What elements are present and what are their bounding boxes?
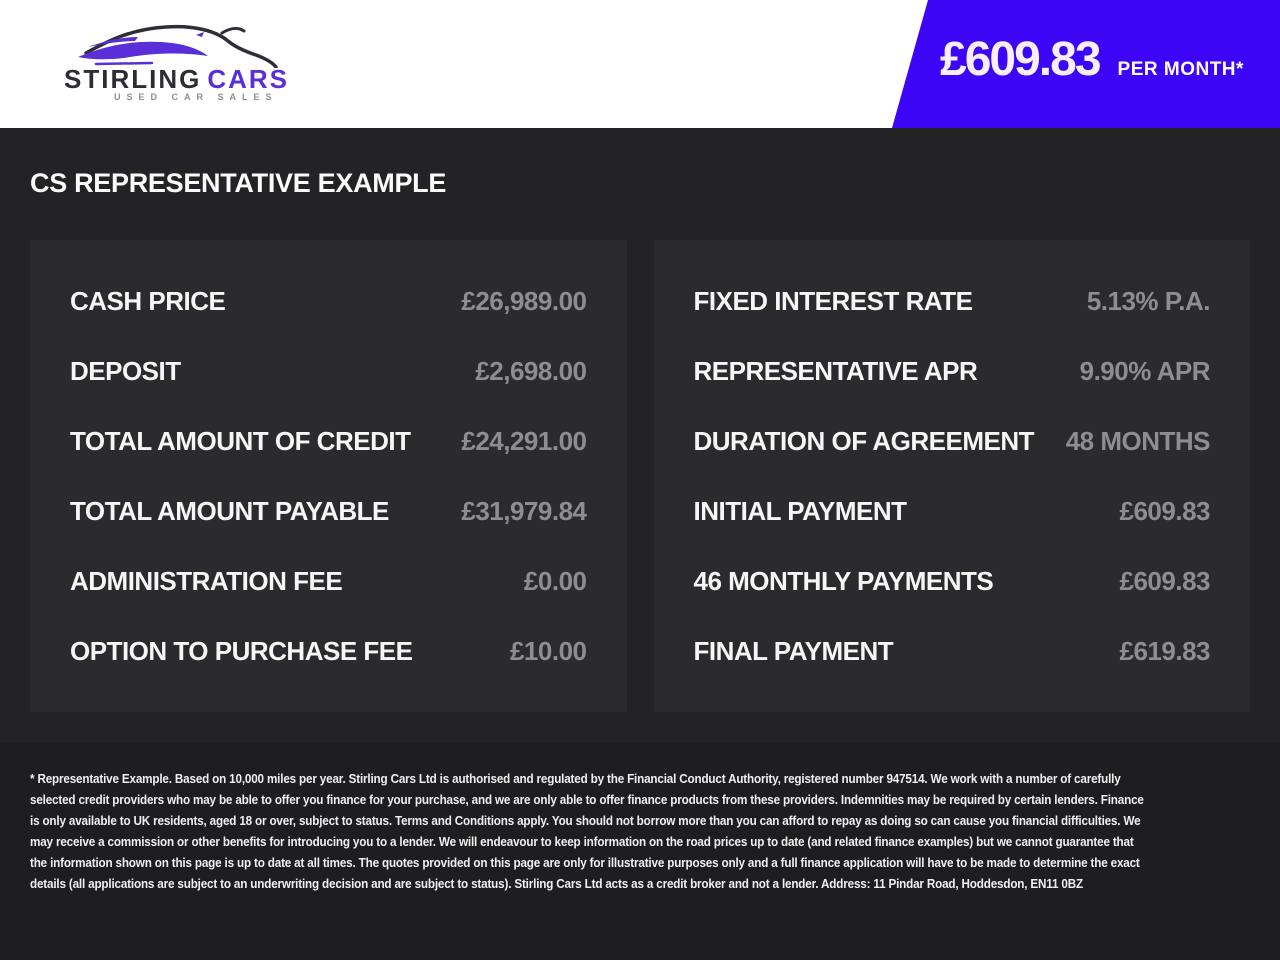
finance-row-value: 9.90% APR xyxy=(1079,355,1211,386)
finance-row-representative-apr: REPRESENTATIVE APR 9.90% APR xyxy=(694,336,1211,406)
finance-row-fixed-interest-rate: FIXED INTEREST RATE 5.13% P.A. xyxy=(694,266,1211,336)
finance-row-monthly-payments: 46 MONTHLY PAYMENTS £609.83 xyxy=(694,546,1211,616)
finance-row-value: £31,979.84 xyxy=(461,495,587,526)
finance-row-value: 48 MONTHS xyxy=(1065,425,1211,456)
finance-row-cash-price: CASH PRICE £26,989.00 xyxy=(70,266,587,336)
finance-row-value: £619.83 xyxy=(1119,635,1211,666)
brand-name: STIRLING CARS xyxy=(64,64,300,95)
monthly-price-content: £609.83 PER MONTH* xyxy=(892,33,1280,86)
finance-panel-right: FIXED INTEREST RATE 5.13% P.A. REPRESENT… xyxy=(653,240,1250,712)
stirling-cars-logo[interactable]: STIRLING CARS USED CAR SALES xyxy=(62,20,302,120)
finance-row-initial-payment: INITIAL PAYMENT £609.83 xyxy=(694,476,1211,546)
disclaimer-text: * Representative Example. Based on 10,00… xyxy=(30,771,1144,891)
finance-row-duration: DURATION OF AGREEMENT 48 MONTHS xyxy=(694,406,1211,476)
brand-tagline: USED CAR SALES xyxy=(114,92,278,102)
monthly-price-per-label: PER MONTH* xyxy=(1117,59,1244,80)
brand-name-secondary: CARS xyxy=(207,64,290,94)
page-title: CS REPRESENTATIVE EXAMPLE xyxy=(30,168,447,198)
finance-row-value: £2,698.00 xyxy=(475,355,587,386)
finance-row-value: £26,989.00 xyxy=(461,285,587,316)
finance-panels: CASH PRICE £26,989.00 DEPOSIT £2,698.00 … xyxy=(30,240,1250,712)
finance-row-admin-fee: ADMINISTRATION FEE £0.00 xyxy=(70,546,587,616)
finance-row-value: £0.00 xyxy=(523,565,587,596)
main-content: CS REPRESENTATIVE EXAMPLE CASH PRICE £26… xyxy=(0,128,1280,742)
finance-row-label: CASH PRICE xyxy=(70,285,226,316)
car-logo-icon xyxy=(78,24,278,68)
finance-row-label: TOTAL AMOUNT PAYABLE xyxy=(70,495,389,526)
finance-row-deposit: DEPOSIT £2,698.00 xyxy=(70,336,587,406)
finance-panel-left: CASH PRICE £26,989.00 DEPOSIT £2,698.00 … xyxy=(30,240,627,712)
finance-row-value: 5.13% P.A. xyxy=(1086,285,1211,316)
brand-name-primary: STIRLING xyxy=(64,64,202,94)
finance-row-option-to-purchase-fee: OPTION TO PURCHASE FEE £10.00 xyxy=(70,616,587,686)
monthly-price-banner: £609.83 PER MONTH* xyxy=(892,0,1280,128)
finance-row-total-payable: TOTAL AMOUNT PAYABLE £31,979.84 xyxy=(70,476,587,546)
finance-row-label: OPTION TO PURCHASE FEE xyxy=(70,635,413,666)
header: STIRLING CARS USED CAR SALES £609.83 PER … xyxy=(0,0,1280,128)
finance-row-label: DURATION OF AGREEMENT xyxy=(693,425,1035,456)
finance-row-label: FIXED INTEREST RATE xyxy=(693,285,973,316)
finance-row-value: £24,291.00 xyxy=(461,425,587,456)
finance-row-label: REPRESENTATIVE APR xyxy=(693,355,978,386)
finance-row-value: £609.83 xyxy=(1119,565,1211,596)
finance-row-label: ADMINISTRATION FEE xyxy=(70,565,343,596)
finance-row-value: £609.83 xyxy=(1119,495,1211,526)
finance-row-total-credit: TOTAL AMOUNT OF CREDIT £24,291.00 xyxy=(70,406,587,476)
finance-row-label: INITIAL PAYMENT xyxy=(693,495,908,526)
disclaimer-section: * Representative Example. Based on 10,00… xyxy=(0,742,1280,960)
finance-row-value: £10.00 xyxy=(509,635,587,666)
finance-row-label: 46 MONTHLY PAYMENTS xyxy=(693,565,994,596)
finance-row-label: TOTAL AMOUNT OF CREDIT xyxy=(70,425,411,456)
finance-row-final-payment: FINAL PAYMENT £619.83 xyxy=(694,616,1211,686)
monthly-price-amount: £609.83 xyxy=(940,33,1102,86)
finance-row-label: FINAL PAYMENT xyxy=(693,635,894,666)
finance-row-label: DEPOSIT xyxy=(70,355,181,386)
